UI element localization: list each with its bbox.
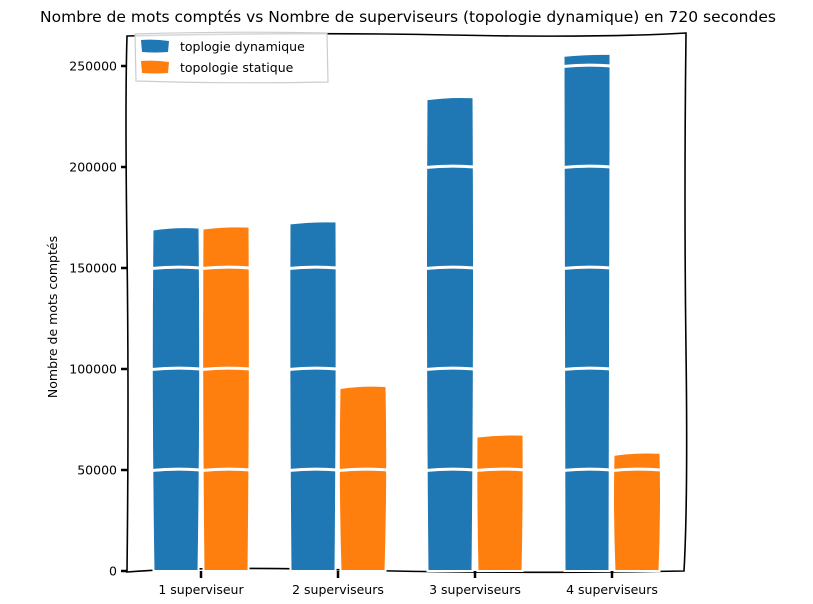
bar-segment-line [288,366,338,371]
bar-statique-2 [337,384,389,572]
bar-segment-line [562,265,612,270]
bar-dynamique-1 [150,226,202,572]
bar-segment-line [425,467,475,472]
bar-segment-line [151,265,201,270]
bar-segment-line [288,265,338,270]
y-axis-label: Nombre de mots comptés [45,236,60,398]
bar-segment-line [425,366,475,371]
bar-segment-line [151,467,201,472]
bar-segment-line [425,164,475,169]
bar-segment-line [201,265,251,270]
legend-swatch-dynamique [141,39,169,53]
bar-segment-line [562,164,612,169]
x-tick-label: 1 superviseur [158,582,244,597]
legend-label-dynamique: toplogie dynamique [180,39,305,54]
bar-statique-1 [201,225,251,572]
bar-statique-3 [475,433,525,572]
chart-title: Nombre de mots comptés vs Nombre de supe… [40,8,776,26]
bar-segment-line [562,366,612,371]
bar-dynamique-3 [424,95,476,572]
legend: toplogie dynamique topologie statique [134,31,329,84]
bar-dynamique-4 [562,52,612,572]
bar-segment-line [338,467,388,472]
y-tick-label: 100000 [69,362,117,377]
x-tick-label: 3 superviseurs [429,582,521,597]
y-tick-label: 150000 [69,261,117,276]
bar-segment-line [151,366,201,371]
y-tick-label: 50000 [77,463,117,478]
y-tick-label: 0 [109,564,117,579]
legend-swatch-statique [141,60,169,74]
bar-segment-line [612,467,662,472]
bar-segment-line [475,467,525,472]
y-tick-label: 250000 [69,59,117,74]
bars [150,52,663,572]
legend-label-statique: topologie statique [180,60,294,75]
bar-segment-line [562,63,612,68]
bar-segment-line [562,467,612,472]
y-tick-label: 200000 [69,160,117,175]
bar-statique-4 [611,451,663,572]
bar-dynamique-2 [288,220,338,572]
bar-segment-line [201,366,251,371]
bar-segment-line [288,467,338,472]
legend-box [134,31,329,84]
plot-frame [125,32,688,574]
bar-segment-line [425,265,475,270]
x-tick-label: 2 superviseurs [292,582,384,597]
ticks: 0 50000 100000 150000 200000 250000 1 supervis… [69,59,658,598]
bar-segment-line [201,467,251,472]
x-tick-label: 4 superviseurs [566,582,658,597]
